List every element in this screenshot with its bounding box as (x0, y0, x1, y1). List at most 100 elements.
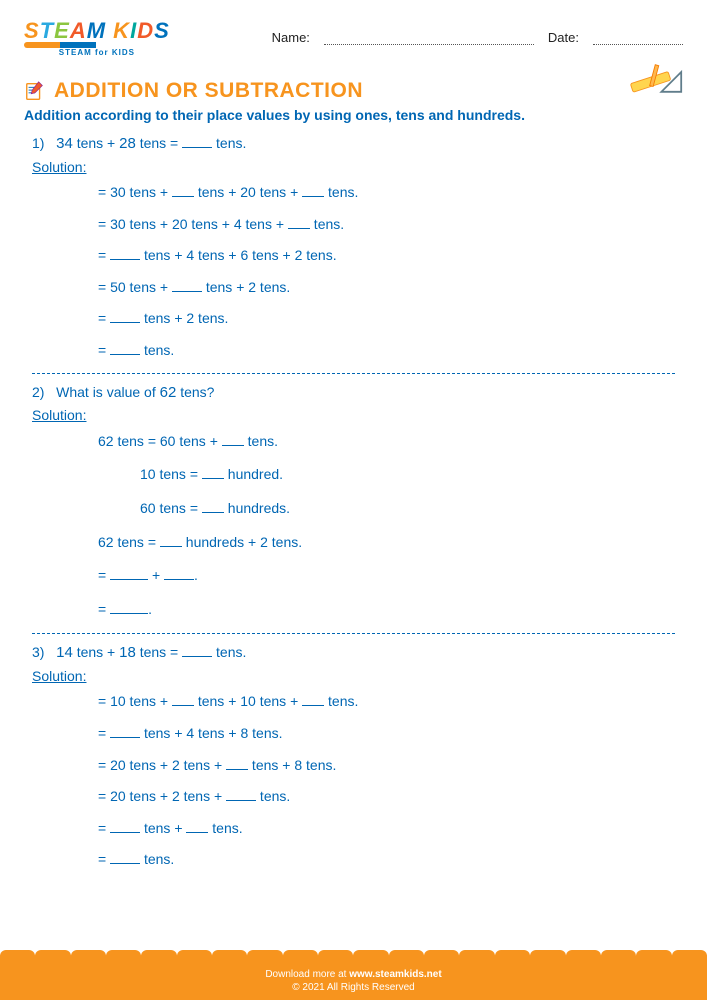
p3-txt-e: tens. (212, 644, 246, 660)
blank-input[interactable] (302, 185, 324, 198)
p1-step1: = 30 tens + tens + 20 tens + tens. (32, 183, 675, 203)
p3-step1: = 10 tens + tens + 10 tens + tens. (32, 692, 675, 712)
txt: = (98, 567, 110, 583)
txt: 62 tens = (98, 534, 160, 550)
date-input-line[interactable] (593, 32, 683, 45)
p1-val-c: 28 (119, 135, 136, 152)
p3-step3: = 20 tens + 2 tens + tens + 8 tens. (32, 756, 675, 776)
blank-input[interactable] (226, 789, 256, 802)
footer-copyright: © 2021 All Rights Reserved (292, 982, 414, 993)
txt: tens + (140, 820, 186, 836)
txt: = (98, 820, 110, 836)
problem-1-question: 1) 34 tens + 28 tens = tens. (32, 133, 675, 156)
blank-input[interactable] (186, 820, 208, 833)
footer-link[interactable]: www.steamkids.net (349, 969, 441, 980)
blank-input[interactable] (202, 500, 224, 513)
p1-step3: = tens + 4 tens + 6 tens + 2 tens. (32, 246, 675, 266)
txt: + (148, 567, 164, 583)
txt: 62 tens = 60 tens + (98, 433, 222, 449)
txt: tens + 2 tens. (202, 279, 290, 295)
txt: tens. (324, 184, 358, 200)
txt: . (194, 567, 198, 583)
header-fields: Name: Date: (186, 30, 683, 45)
p1-step2: = 30 tens + 20 tens + 4 tens + tens. (32, 215, 675, 235)
blank-input[interactable] (110, 820, 140, 833)
p3-val-a: 14 (56, 644, 73, 661)
txt: tens + 4 tens + 8 tens. (140, 725, 282, 741)
blank-input[interactable] (172, 185, 194, 198)
txt: tens + 8 tens. (248, 757, 336, 773)
p1-step4: = 50 tens + tens + 2 tens. (32, 278, 675, 298)
p2-step2: 10 tens = hundred. (32, 465, 675, 485)
footer-download: Download more at (265, 969, 349, 980)
txt: = 20 tens + 2 tens + (98, 788, 226, 804)
header: STEAM KIDS STEAM for KIDS Name: Date: (0, 0, 707, 65)
blank-input[interactable] (226, 757, 248, 770)
txt: = 30 tens + (98, 184, 172, 200)
p1-val-a: 34 (56, 135, 73, 152)
txt: = (98, 851, 110, 867)
blank-input[interactable] (110, 568, 148, 581)
blank-input[interactable] (172, 694, 194, 707)
txt: = 30 tens + 20 tens + 4 tens + (98, 216, 288, 232)
p2-txt-a: What is value of (56, 384, 160, 400)
solution-label: Solution: (32, 158, 675, 178)
blank-input[interactable] (182, 645, 212, 658)
p3-step4: = 20 tens + 2 tens + tens. (32, 787, 675, 807)
problem-number: 3) (32, 644, 44, 660)
p2-step4: 62 tens = hundreds + 2 tens. (32, 533, 675, 553)
blank-input[interactable] (110, 725, 140, 738)
blank-input[interactable] (302, 694, 324, 707)
txt: tens + 20 tens + (194, 184, 302, 200)
footer-text: Download more at www.steamkids.net © 202… (0, 956, 707, 994)
title-row: ADDITION OR SUBTRACTION (0, 65, 707, 107)
divider (32, 373, 675, 374)
subtitle: Addition according to their place values… (0, 107, 707, 129)
p2-step5: = + . (32, 566, 675, 586)
p2-step3: 60 tens = hundreds. (32, 499, 675, 519)
logo-text: STEAM KIDS (24, 18, 170, 44)
txt: = (98, 342, 110, 358)
blank-input[interactable] (202, 467, 224, 480)
txt: = (98, 247, 110, 263)
txt: = 20 tens + 2 tens + (98, 757, 226, 773)
blank-input[interactable] (160, 534, 182, 547)
txt: hundred. (224, 466, 283, 482)
blank-input[interactable] (110, 852, 140, 865)
p3-val-c: 18 (119, 644, 136, 661)
blank-input[interactable] (110, 342, 140, 355)
worksheet-content: 1) 34 tens + 28 tens = tens. Solution: =… (0, 129, 707, 870)
blank-input[interactable] (164, 568, 194, 581)
txt: 10 tens = (140, 466, 202, 482)
txt: = 50 tens + (98, 279, 172, 295)
blank-input[interactable] (172, 279, 202, 292)
p1-step5: = tens + 2 tens. (32, 309, 675, 329)
p3-step2: = tens + 4 tens + 8 tens. (32, 724, 675, 744)
p1-txt-e: tens. (212, 135, 246, 151)
txt: tens. (208, 820, 242, 836)
p3-txt-b: tens + (73, 644, 119, 660)
blank-input[interactable] (288, 216, 310, 229)
footer: Download more at www.steamkids.net © 202… (0, 956, 707, 1000)
txt: tens + 2 tens. (140, 310, 228, 326)
blank-input[interactable] (222, 433, 244, 446)
name-input-line[interactable] (324, 32, 534, 45)
txt: hundreds + 2 tens. (182, 534, 302, 550)
divider (32, 633, 675, 634)
txt: tens. (256, 788, 290, 804)
txt: tens. (324, 693, 358, 709)
blank-input[interactable] (110, 311, 140, 324)
p2-step1: 62 tens = 60 tens + tens. (32, 432, 675, 452)
txt: tens + 4 tens + 6 tens + 2 tens. (140, 247, 337, 263)
blank-input[interactable] (182, 135, 212, 148)
date-label: Date: (548, 30, 579, 45)
logo: STEAM KIDS STEAM for KIDS (24, 18, 170, 57)
txt: tens. (140, 851, 174, 867)
notepad-icon (24, 80, 46, 102)
blank-input[interactable] (110, 601, 148, 614)
txt: hundreds. (224, 500, 290, 516)
txt: = 10 tens + (98, 693, 172, 709)
problem-2-question: 2) What is value of 62 tens? (32, 382, 675, 405)
ruler-icon (629, 61, 683, 101)
blank-input[interactable] (110, 248, 140, 261)
